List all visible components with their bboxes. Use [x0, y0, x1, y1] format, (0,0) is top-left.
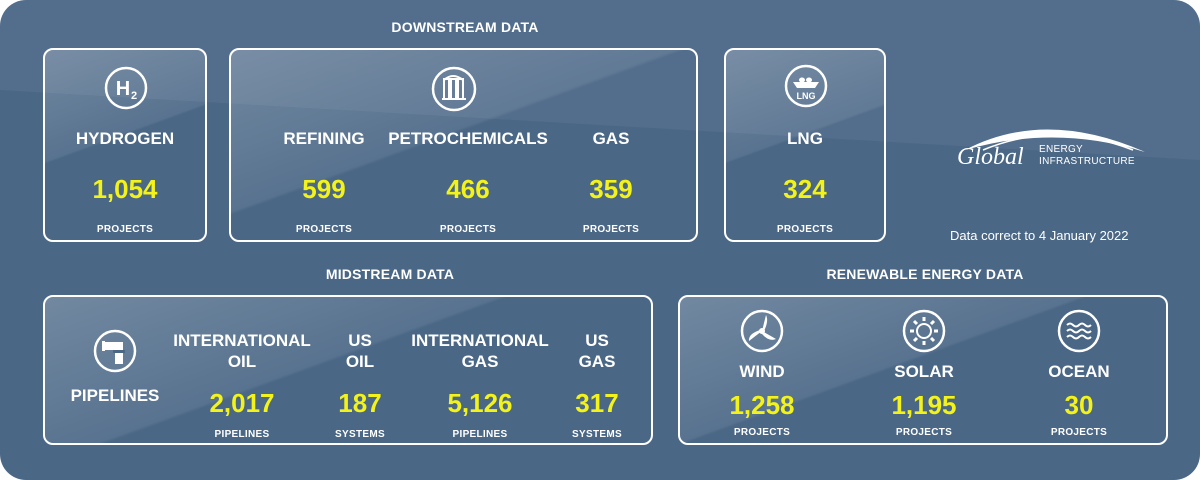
us-gas-value: 317 — [575, 388, 619, 418]
us-gas-label-line2: GAS — [578, 352, 616, 371]
global-energy-infrastructure-logo: Global ENERGY INFRASTRUCTURE — [955, 112, 1155, 182]
refining-card: REFINING 599 PROJECTS PETROCHEMICALS 466… — [229, 48, 698, 242]
svg-text:LNG: LNG — [797, 91, 816, 101]
logo-word: Global — [957, 144, 1024, 170]
solar-unit: PROJECTS — [895, 427, 953, 438]
intl-gas-value: 5,126 — [447, 388, 513, 418]
solar-label: SOLAR — [894, 362, 954, 381]
intl-gas-label-line2: GAS — [461, 352, 499, 371]
petrochemicals-value: 466 — [446, 174, 490, 204]
wind-turbine-icon — [740, 309, 784, 353]
us-gas-unit: SYSTEMS — [572, 429, 622, 440]
gas-label: GAS — [592, 129, 630, 148]
refining-value: 599 — [302, 174, 346, 204]
us-oil-label-line1: US — [348, 331, 372, 350]
us-oil-value: 187 — [338, 388, 382, 418]
svg-text:2: 2 — [131, 90, 137, 102]
logo-line1: ENERGY — [1039, 144, 1084, 155]
pipeline-icon — [93, 329, 137, 373]
gas-value: 359 — [589, 174, 633, 204]
refinery-icon — [431, 66, 477, 112]
data-date-note: Data correct to 4 January 2022 — [950, 228, 1129, 243]
hydrogen-h2-icon: H 2 — [104, 66, 148, 110]
petrochemicals-label: PETROCHEMICALS — [388, 129, 548, 148]
hydrogen-value: 1,054 — [92, 174, 158, 204]
hydrogen-card: H 2 HYDROGEN 1,054 PROJECTS — [43, 48, 207, 242]
hydrogen-unit: PROJECTS — [96, 224, 154, 235]
petrochemicals-unit: PROJECTS — [439, 224, 497, 235]
downstream-section-title: DOWNSTREAM DATA — [391, 19, 539, 35]
wind-label: WIND — [739, 362, 785, 381]
svg-text:H: H — [116, 78, 130, 100]
lng-ship-icon: LNG — [784, 64, 828, 108]
midstream-section-title: MIDSTREAM DATA — [325, 266, 455, 282]
intl-gas-unit: PIPELINES — [452, 429, 508, 440]
intl-oil-unit: PIPELINES — [214, 429, 270, 440]
ocean-waves-icon — [1057, 309, 1101, 353]
us-oil-unit: SYSTEMS — [335, 429, 385, 440]
intl-oil-value: 2,017 — [209, 388, 275, 418]
gas-unit: PROJECTS — [582, 224, 640, 235]
us-gas-label-line1: US — [585, 331, 609, 350]
renewable-section-title: RENEWABLE ENERGY DATA — [826, 266, 1024, 282]
lng-value: 324 — [783, 174, 827, 204]
renewable-card: WIND 1,258 PROJECTS SOLAR 1,195 PROJECTS — [678, 295, 1168, 445]
intl-oil-label-line1: INTERNATIONAL — [173, 331, 311, 350]
lng-card: LNG LNG 324 PROJECTS — [724, 48, 886, 242]
wind-unit: PROJECTS — [733, 427, 791, 438]
lng-label: LNG — [787, 129, 823, 148]
ocean-unit: PROJECTS — [1050, 427, 1108, 438]
solar-icon — [902, 309, 946, 353]
refining-unit: PROJECTS — [295, 224, 353, 235]
wind-value: 1,258 — [729, 390, 795, 420]
solar-value: 1,195 — [891, 390, 957, 420]
intl-gas-label-line1: INTERNATIONAL — [411, 331, 549, 350]
ocean-label: OCEAN — [1048, 362, 1110, 381]
lng-unit: PROJECTS — [776, 224, 834, 235]
refining-label: REFINING — [283, 129, 365, 148]
hydrogen-label: HYDROGEN — [75, 129, 175, 148]
midstream-card: PIPELINES INTERNATIONAL OIL 2,017 PIPELI… — [43, 295, 653, 445]
logo-line2: INFRASTRUCTURE — [1039, 156, 1135, 167]
intl-oil-label-line2: OIL — [227, 352, 257, 371]
us-oil-label-line2: OIL — [345, 352, 375, 371]
ocean-value: 30 — [1064, 390, 1094, 420]
logo-swoosh-icon — [965, 129, 1145, 152]
pipelines-label: PIPELINES — [70, 386, 160, 405]
